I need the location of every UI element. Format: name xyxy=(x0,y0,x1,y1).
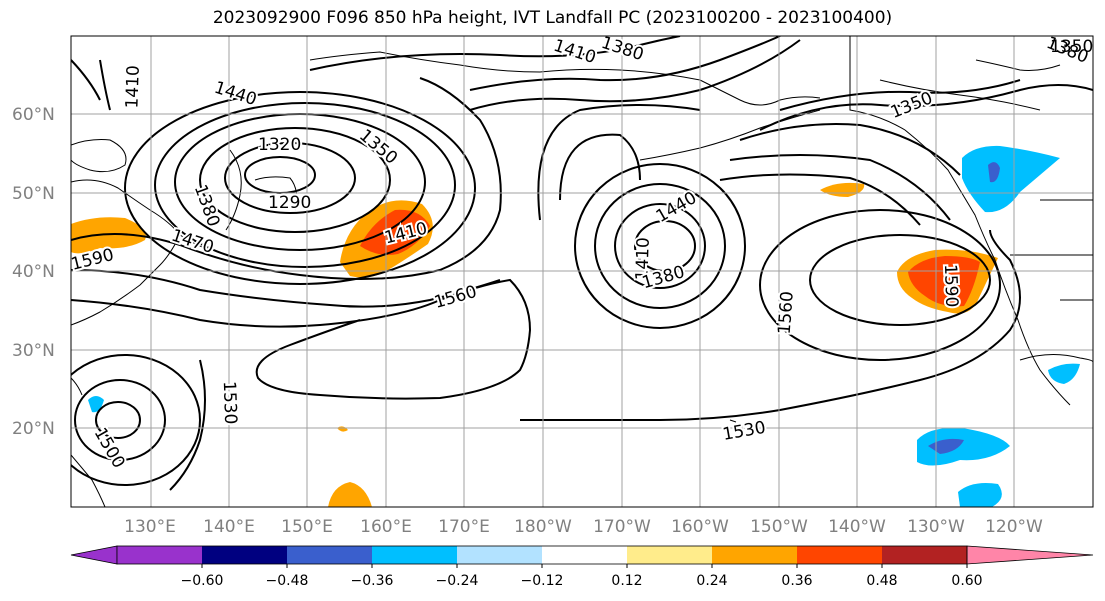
contour-label: 1290 xyxy=(268,193,311,213)
colorbar: −0.60 −0.48 −0.36 −0.24 −0.12 0.12 0.24 … xyxy=(70,545,1094,589)
lon-tick: 180°W xyxy=(514,517,572,537)
height-contours xyxy=(71,36,1093,491)
lon-tick: 160°E xyxy=(360,517,412,537)
contour-label: 1410 xyxy=(632,237,653,281)
colorbar-tick-label: −0.48 xyxy=(266,573,309,589)
colorbar-tick-label: −0.24 xyxy=(436,573,479,589)
lat-tick: 40°N xyxy=(12,262,55,282)
lon-tick: 120°W xyxy=(985,517,1043,537)
colorbar-tick-label: 0.36 xyxy=(781,573,812,589)
lon-tick: 150°W xyxy=(750,517,808,537)
lon-tick: 170°E xyxy=(438,517,490,537)
colorbar-ticks xyxy=(201,564,968,568)
colorbar-tick-label: −0.36 xyxy=(351,573,394,589)
longitude-labels: 130°E 140°E 150°E 160°E 170°E 180°W 170°… xyxy=(124,517,1043,537)
contour-label: 1320 xyxy=(258,135,301,155)
map-title: 2023092900 F096 850 hPa height, IVT Land… xyxy=(212,8,893,28)
colorbar-tick-label: 0.12 xyxy=(611,573,642,589)
lat-tick: 60°N xyxy=(12,105,55,125)
colorbar-segment xyxy=(712,546,797,564)
latitude-labels: 60°N 50°N 40°N 30°N 20°N xyxy=(12,105,55,439)
lon-tick: 140°E xyxy=(203,517,255,537)
colorbar-segment xyxy=(542,546,627,564)
colorbar-tick-label: 0.48 xyxy=(866,573,897,589)
lat-tick: 20°N xyxy=(12,419,55,439)
colorbar-tick-label: −0.12 xyxy=(521,573,564,589)
lon-tick: 130°W xyxy=(907,517,965,537)
colorbar-segment xyxy=(627,546,712,564)
coastlines xyxy=(71,36,1093,507)
lon-tick: 130°E xyxy=(124,517,176,537)
contour-label: 1410 xyxy=(122,65,143,109)
contour-label: 1560 xyxy=(775,290,798,335)
ivt-shading xyxy=(71,145,1080,507)
lat-tick: 50°N xyxy=(12,184,55,204)
lon-tick: 140°W xyxy=(828,517,886,537)
lon-tick: 170°W xyxy=(593,517,651,537)
lat-tick: 30°N xyxy=(12,341,55,361)
contour-label: 1530 xyxy=(219,381,240,425)
lon-tick: 150°E xyxy=(281,517,333,537)
colorbar-left-extension xyxy=(70,545,118,565)
colorbar-segment xyxy=(372,546,457,564)
colorbar-segment xyxy=(117,546,202,564)
gridlines xyxy=(71,36,1093,507)
colorbar-segment xyxy=(797,546,882,564)
colorbar-segment xyxy=(202,546,287,564)
colorbar-segment xyxy=(287,546,372,564)
colorbar-segment xyxy=(882,546,967,564)
colorbar-tick-label: 0.60 xyxy=(951,573,982,589)
colorbar-tick-label: 0.24 xyxy=(696,573,727,589)
lon-tick: 160°W xyxy=(671,517,729,537)
map-border xyxy=(70,35,1094,508)
colorbar-segment xyxy=(457,546,542,564)
contour-label: 1590 xyxy=(940,264,961,308)
contour-label: 1350 xyxy=(1050,37,1093,57)
colorbar-tick-label: −0.60 xyxy=(181,573,224,589)
colorbar-right-extension xyxy=(966,545,1094,565)
